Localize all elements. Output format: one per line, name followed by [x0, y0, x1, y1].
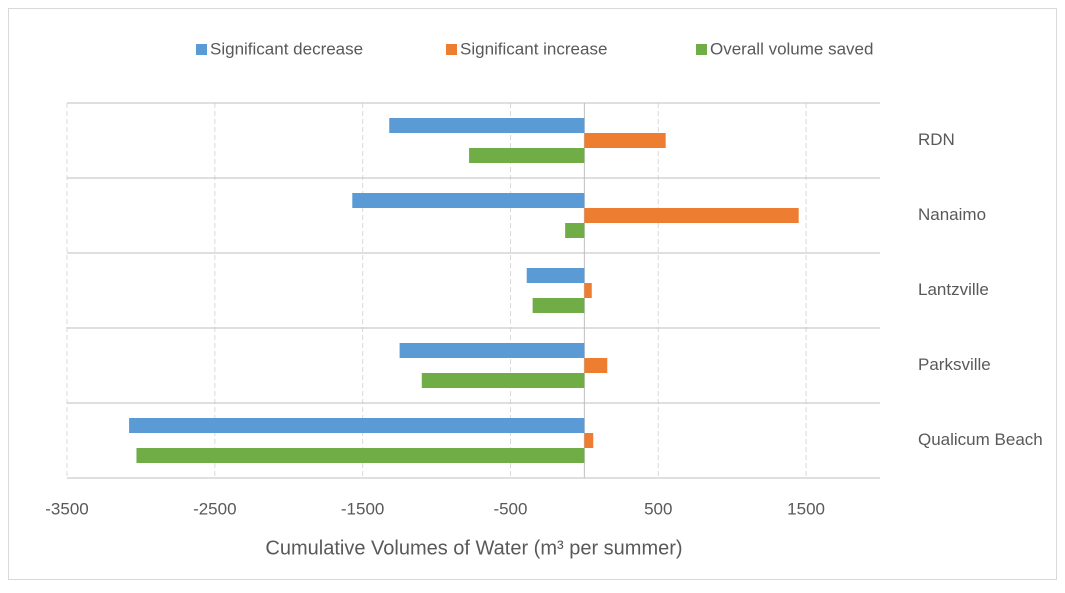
bar	[532, 298, 585, 313]
x-tick-label: -3500	[45, 499, 88, 518]
legend-label: Significant increase	[460, 39, 607, 58]
category-label: RDN	[918, 130, 955, 149]
x-tick-label: 1500	[787, 499, 825, 518]
category-label: Qualicum Beach	[918, 430, 1043, 449]
bar	[136, 448, 585, 463]
bar	[421, 373, 585, 388]
bar	[584, 208, 799, 223]
category-label: Nanaimo	[918, 205, 986, 224]
bar	[584, 133, 666, 148]
category-label: Lantzville	[918, 280, 989, 299]
x-tick-label: -2500	[193, 499, 236, 518]
bar	[389, 118, 585, 133]
x-tick-label: 500	[644, 499, 672, 518]
x-tick-label: -500	[493, 499, 527, 518]
legend-swatch	[446, 44, 457, 55]
legend-swatch	[196, 44, 207, 55]
bar	[584, 358, 608, 373]
chart-border	[8, 8, 1057, 580]
bar	[584, 283, 592, 298]
category-label: Parksville	[918, 355, 991, 374]
bar	[565, 223, 585, 238]
x-axis-title: Cumulative Volumes of Water (m³ per summ…	[265, 537, 682, 559]
legend-swatch	[696, 44, 707, 55]
bar	[129, 418, 585, 433]
bar	[526, 268, 585, 283]
legend-label: Significant decrease	[210, 39, 363, 58]
x-tick-label: -1500	[341, 499, 384, 518]
bar	[469, 148, 585, 163]
bar	[399, 343, 585, 358]
bar	[584, 433, 594, 448]
bar	[352, 193, 585, 208]
legend-label: Overall volume saved	[710, 39, 873, 58]
